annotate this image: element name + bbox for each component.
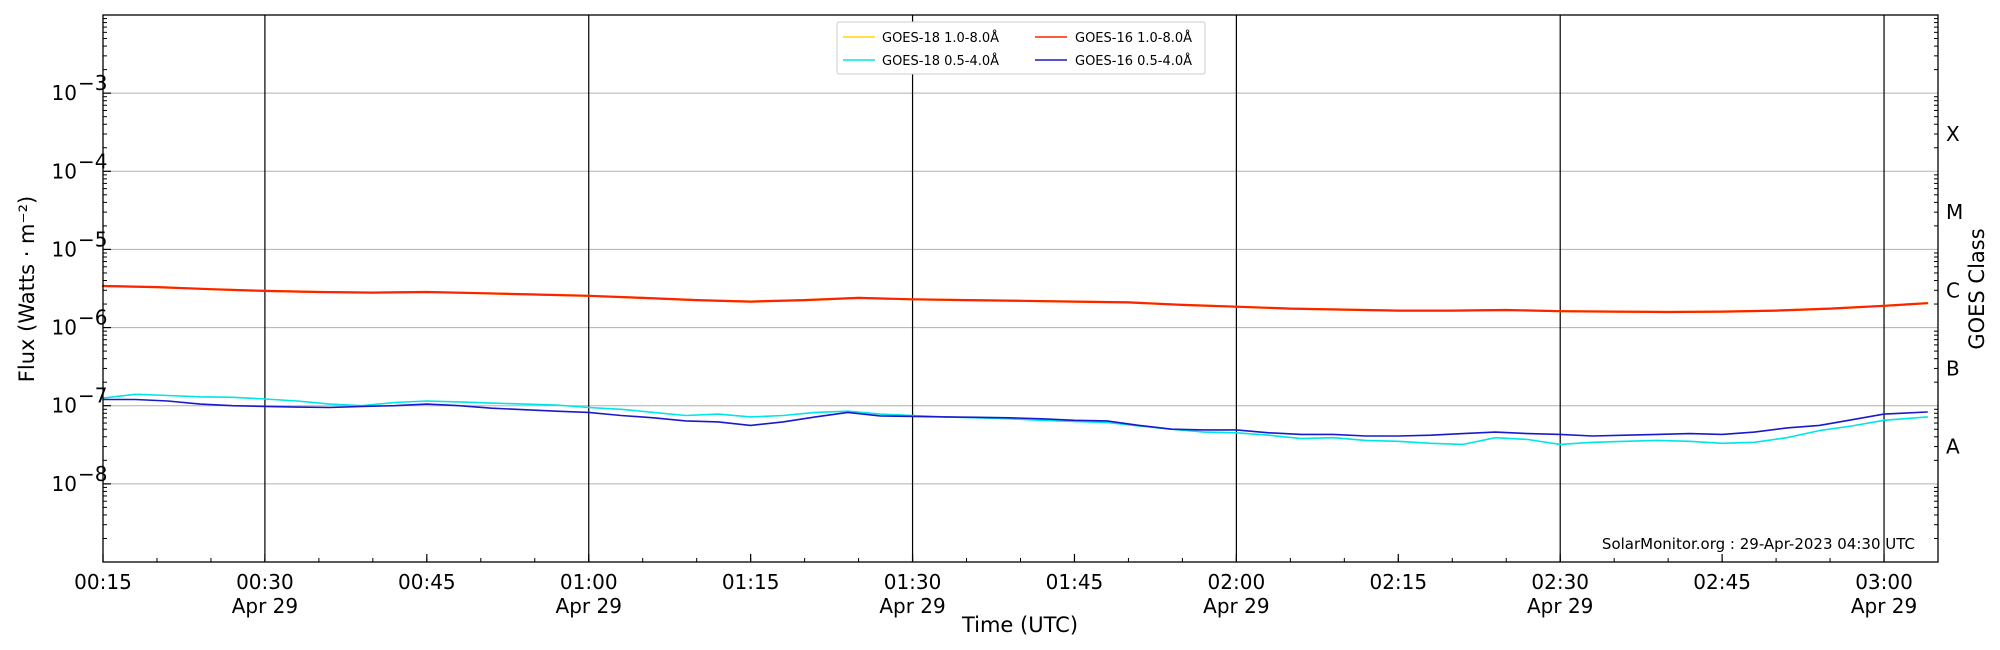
y-tick-label: 10: [52, 159, 77, 183]
legend-entry-goes16-long: GOES-16 1.0-8.0Å: [1035, 30, 1192, 46]
plot-frame: [102, 14, 1939, 563]
series-goes18-long: [101, 284, 1929, 314]
x-tick-label: 02:15: [1369, 570, 1427, 594]
x-tick-label: 02:30: [1531, 570, 1589, 594]
y-tick-exponent: −4: [78, 149, 107, 173]
x-tick-label: 01:45: [1046, 570, 1104, 594]
legend-label: GOES-16 0.5-4.0Å: [1075, 53, 1192, 69]
x-tick-label: 02:00: [1208, 570, 1266, 594]
x-tick-date-label: Apr 29: [556, 594, 622, 618]
goes-class-label: M: [1946, 200, 1963, 224]
y-tick-label: 10: [52, 394, 77, 418]
legend-entry-goes18-long: GOES-18 1.0-8.0Å: [843, 30, 999, 46]
x-axis-title: Time (UTC): [961, 613, 1078, 637]
y-tick-exponent: −6: [78, 306, 107, 330]
y-tick-label: 10: [52, 316, 77, 340]
series-goes16-long: [101, 284, 1929, 314]
x-tick-label: 03:00: [1855, 570, 1913, 594]
x-tick-date-label: Apr 29: [879, 594, 945, 618]
goes-class-labels: A B C M X: [1946, 122, 1963, 459]
series-goes16-short: [102, 398, 1928, 437]
legend-box: [836, 21, 1206, 75]
x-tick-label: 01:30: [884, 570, 942, 594]
x-tick-date-label: Apr 29: [1851, 594, 1917, 618]
y-tick-label: 10: [52, 472, 77, 496]
x-tick-date-label: Apr 29: [1203, 594, 1269, 618]
goes-class-label: A: [1946, 435, 1960, 459]
x-tick-label: 00:45: [398, 570, 456, 594]
legend-entry-goes18-short: GOES-18 0.5-4.0Å: [843, 53, 999, 69]
goes-class-label: X: [1946, 122, 1960, 146]
legend-label: GOES-18 1.0-8.0Å: [882, 30, 999, 46]
x-tick-date-label: Apr 29: [1527, 594, 1593, 618]
x-tick-label: 00:30: [236, 570, 294, 594]
y-tick-exponent: −7: [78, 384, 107, 408]
x-tick-label: 02:45: [1693, 570, 1751, 594]
grid-lines: [103, 15, 1938, 562]
legend-entry-goes16-short: GOES-16 0.5-4.0Å: [1035, 53, 1192, 69]
y-tick-exponent: −5: [78, 227, 107, 251]
series-goes18-short: [102, 393, 1928, 446]
x-tick-label: 01:15: [722, 570, 780, 594]
goes-class-label: C: [1946, 278, 1960, 302]
series-lines: [101, 284, 1929, 446]
y-tick-label: 10: [52, 81, 77, 105]
y2-axis-title: GOES Class: [1965, 228, 1989, 349]
legend-label: GOES-16 1.0-8.0Å: [1075, 30, 1192, 46]
y-axis-ticks: 10−810−710−610−510−410−3: [52, 18, 1938, 539]
y-axis-title: Flux (Watts · m⁻²): [15, 196, 39, 382]
y-tick-label: 10: [52, 237, 77, 261]
legend-label: GOES-18 0.5-4.0Å: [882, 53, 999, 69]
y-tick-exponent: −3: [78, 71, 107, 95]
legend: GOES-18 1.0-8.0Å GOES-18 0.5-4.0Å GOES-1…: [836, 21, 1206, 75]
x-tick-date-label: Apr 29: [232, 594, 298, 618]
goes-class-label: B: [1946, 356, 1960, 380]
y-tick-exponent: −8: [78, 462, 107, 486]
x-tick-label: 00:15: [74, 570, 132, 594]
x-tick-label: 01:00: [560, 570, 618, 594]
credit-text: SolarMonitor.org : 29-Apr-2023 04:30 UTC: [1602, 535, 1915, 553]
